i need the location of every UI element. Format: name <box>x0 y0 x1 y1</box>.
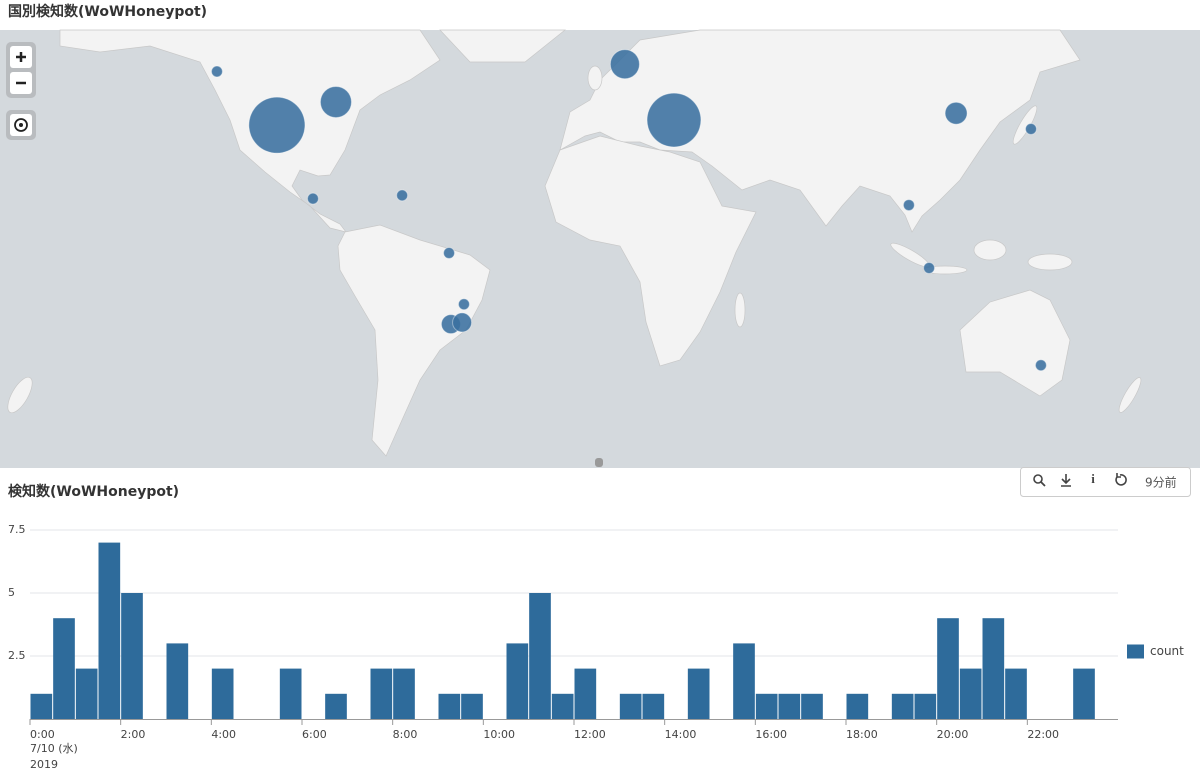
x-tick-label: 8:00 <box>393 728 418 741</box>
bar <box>551 693 574 719</box>
map-bubble <box>452 312 473 333</box>
bar <box>75 668 98 719</box>
x-tick-label: 12:00 <box>574 728 606 741</box>
bar <box>325 693 347 719</box>
bar <box>959 668 982 719</box>
zoom-in-icon <box>16 52 26 62</box>
y-tick-label: 2.5 <box>8 649 26 662</box>
bar <box>801 693 823 719</box>
bar <box>121 593 143 719</box>
map-bubble <box>306 192 319 205</box>
updated-time: 9分前 <box>1145 475 1177 490</box>
bar <box>891 693 914 719</box>
x-tick-label: 6:00 <box>302 728 327 741</box>
refresh-icon[interactable] <box>1115 473 1127 486</box>
panel-toolbar: i 9分前 <box>1020 467 1191 497</box>
x-tick-label: 16:00 <box>755 728 787 741</box>
bar <box>166 643 189 719</box>
map-bubble <box>210 65 223 78</box>
search-icon[interactable] <box>1033 474 1043 484</box>
panel-title: 検知数(WoWHoneypot) <box>8 483 179 500</box>
bar <box>370 668 393 719</box>
bar <box>393 668 415 719</box>
x-date-label: 7/10 (水) <box>30 742 78 755</box>
bar <box>461 693 483 719</box>
legend-label: count <box>1150 644 1184 658</box>
map-bubble <box>944 101 968 125</box>
map-bubble <box>1034 359 1047 372</box>
resize-handle[interactable] <box>595 458 603 467</box>
map-bubble <box>396 189 409 202</box>
x-tick-label: 10:00 <box>483 728 515 741</box>
map-markers <box>210 49 1047 372</box>
export-icon[interactable] <box>1061 474 1071 487</box>
map-bubble <box>902 199 915 212</box>
bar <box>1073 668 1095 719</box>
map-bubble <box>457 298 470 311</box>
bar <box>846 693 869 719</box>
bar <box>1005 668 1027 719</box>
bar <box>937 618 959 719</box>
map-bubble <box>248 96 306 154</box>
bar <box>279 668 302 719</box>
legend-swatch <box>1127 644 1144 659</box>
x-tick-label: 14:00 <box>665 728 697 741</box>
map-bubble <box>1024 122 1037 135</box>
map-bubble <box>443 247 456 260</box>
x-tick-label: 22:00 <box>1027 728 1059 741</box>
locate-dot <box>19 123 23 127</box>
bar <box>574 668 597 719</box>
map-bubble <box>646 92 702 148</box>
toolbar-frame <box>1020 467 1191 497</box>
locate-icon <box>14 118 28 132</box>
bar <box>506 643 529 719</box>
bar <box>982 618 1005 719</box>
map-bubble <box>923 261 936 274</box>
map-bubble <box>319 85 353 119</box>
search-icon-handle <box>1040 481 1046 487</box>
x-tick-label: 4:00 <box>211 728 236 741</box>
bar <box>755 693 778 719</box>
bar <box>529 593 551 719</box>
bar <box>687 668 710 719</box>
y-tick-label: 7.5 <box>8 523 26 536</box>
x-tick-label: 20:00 <box>937 728 969 741</box>
inspect-icon[interactable]: i <box>1091 471 1095 486</box>
histogram: 2.5 5 7.5 0:00 2:00 4:00 6:00 8:00 10:00 12:00 14:… <box>8 523 1184 771</box>
x-tick-label: 0:00 <box>30 728 55 741</box>
bar <box>211 668 234 719</box>
panel-title: 国別検知数(WoWHoneypot) <box>8 3 207 20</box>
bar <box>98 542 121 719</box>
bar <box>642 693 665 719</box>
x-year-label: 2019 <box>30 758 58 771</box>
zoom-controls <box>6 42 36 140</box>
bar <box>733 643 755 719</box>
map-bubble <box>609 49 640 80</box>
map <box>0 29 1200 468</box>
bar <box>30 693 53 719</box>
y-tick-label: 5 <box>8 586 15 599</box>
bar <box>778 693 801 719</box>
x-tick-label: 18:00 <box>846 728 878 741</box>
bar <box>53 618 75 719</box>
x-tick-label: 2:00 <box>121 728 146 741</box>
bar <box>438 693 461 719</box>
bar <box>914 693 937 719</box>
bar <box>619 693 642 719</box>
